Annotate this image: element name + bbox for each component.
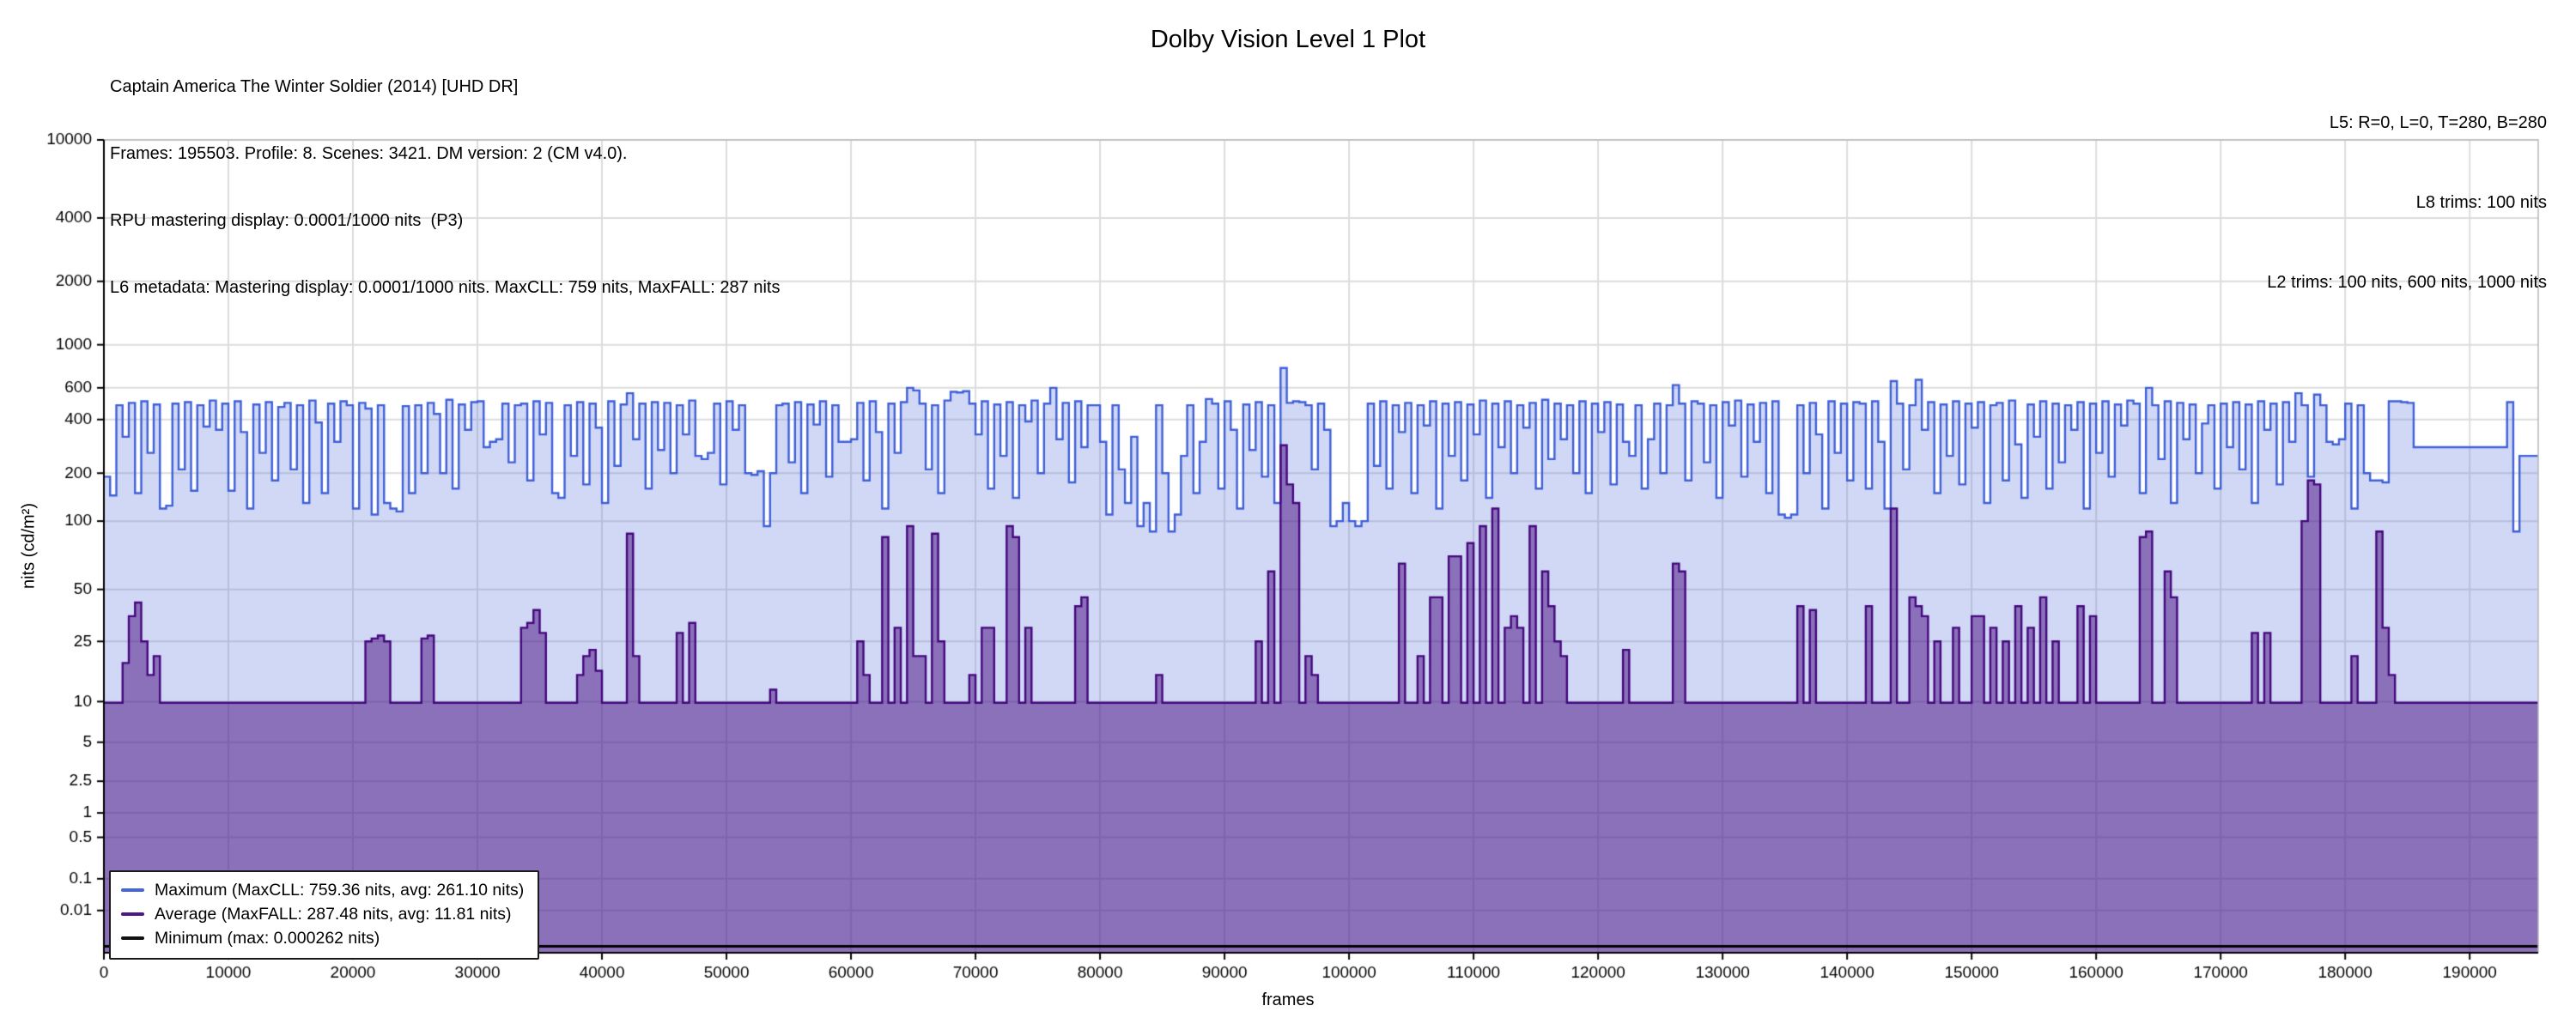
legend-label-minimum: Minimum (max: 0.000262 nits) bbox=[155, 928, 380, 948]
trims-header: L5: R=0, L=0, T=280, B=280 L8 trims: 100… bbox=[2267, 57, 2547, 323]
y-axis-label: nits (cd/m²) bbox=[19, 503, 39, 589]
metadata-l6-line: L6 metadata: Mastering display: 0.0001/1… bbox=[110, 278, 781, 297]
legend-item-average: Average (MaxFALL: 287.48 nits, avg: 11.8… bbox=[121, 902, 524, 926]
legend-box: Maximum (MaxCLL: 759.36 nits, avg: 261.1… bbox=[109, 870, 540, 960]
metadata-header: Captain America The Winter Soldier (2014… bbox=[110, 31, 780, 321]
page-title: Dolby Vision Level 1 Plot bbox=[1150, 26, 1426, 53]
l2-trims-line: L2 trims: 100 nits, 600 nits, 1000 nits bbox=[2267, 273, 2547, 292]
legend-label-average: Average (MaxFALL: 287.48 nits, avg: 11.8… bbox=[155, 904, 512, 924]
average-line-swatch bbox=[121, 912, 144, 916]
legend-item-minimum: Minimum (max: 0.000262 nits) bbox=[121, 926, 524, 950]
maximum-line-swatch bbox=[121, 888, 144, 892]
legend-item-maximum: Maximum (MaxCLL: 759.36 nits, avg: 261.1… bbox=[121, 878, 524, 902]
metadata-frames-line: Frames: 195503. Profile: 8. Scenes: 3421… bbox=[110, 144, 628, 163]
metadata-title-line: Captain America The Winter Soldier (2014… bbox=[110, 77, 519, 96]
metadata-rpu-line: RPU mastering display: 0.0001/1000 nits … bbox=[110, 211, 464, 230]
x-axis-label: frames bbox=[1261, 991, 1315, 1009]
l8-trims-line: L8 trims: 100 nits bbox=[2415, 193, 2547, 212]
legend-label-maximum: Maximum (MaxCLL: 759.36 nits, avg: 261.1… bbox=[155, 880, 525, 900]
minimum-line-swatch bbox=[121, 936, 144, 940]
l5-trims-line: L5: R=0, L=0, T=280, B=280 bbox=[2329, 113, 2547, 132]
